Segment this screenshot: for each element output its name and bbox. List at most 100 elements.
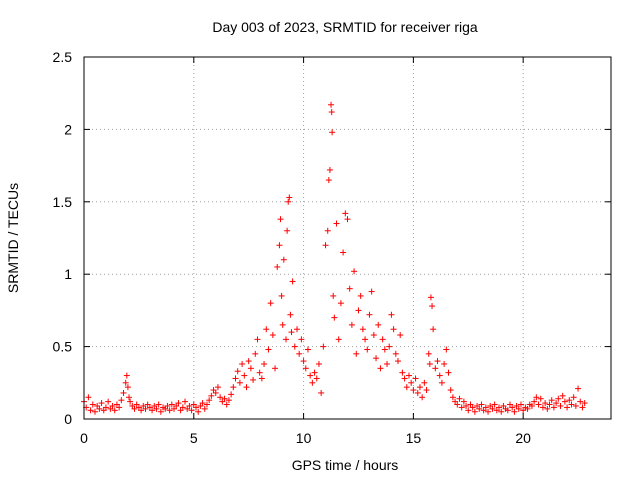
data-point — [188, 407, 195, 414]
data-point — [561, 398, 568, 405]
data-point — [236, 379, 243, 386]
data-point — [291, 343, 298, 350]
data-point — [286, 194, 293, 201]
data-point — [539, 404, 546, 411]
data-point — [476, 405, 483, 412]
data-point — [298, 336, 305, 343]
data-point — [109, 402, 116, 409]
data-point — [307, 372, 314, 379]
data-point — [279, 321, 286, 328]
data-point — [276, 242, 283, 249]
data-point — [386, 343, 393, 350]
data-point — [408, 379, 415, 386]
data-point — [289, 278, 296, 285]
axis-ticks — [83, 56, 611, 420]
data-point — [460, 398, 467, 405]
data-point — [357, 292, 364, 299]
data-point — [335, 336, 342, 343]
data-point — [557, 402, 564, 409]
data-point — [392, 350, 399, 357]
data-point — [274, 263, 281, 270]
data-point — [412, 375, 419, 382]
data-point — [179, 404, 186, 411]
data-point — [124, 384, 131, 391]
data-point — [280, 256, 287, 263]
data-point — [111, 407, 118, 414]
data-point — [296, 350, 303, 357]
data-point — [256, 369, 263, 376]
data-point — [517, 401, 524, 408]
data-point — [419, 394, 426, 401]
data-point — [570, 394, 577, 401]
chart-title: Day 003 of 2023, SRMTID for receiver rig… — [212, 19, 478, 35]
data-point — [546, 401, 553, 408]
data-point — [441, 360, 448, 367]
data-point — [288, 329, 295, 336]
data-point — [544, 405, 551, 412]
data-point — [344, 216, 351, 223]
data-point — [267, 300, 274, 307]
data-point — [438, 379, 445, 386]
data-point — [122, 379, 129, 386]
data-point — [261, 360, 268, 367]
data-point — [126, 394, 133, 401]
data-point — [548, 397, 555, 404]
data-point — [214, 384, 221, 391]
data-point — [550, 404, 557, 411]
data-point — [577, 398, 584, 405]
data-point — [225, 397, 232, 404]
data-point — [333, 220, 340, 227]
data-point — [149, 407, 156, 414]
data-point — [445, 369, 452, 376]
data-point — [199, 400, 206, 407]
data-point — [138, 407, 145, 414]
data-point — [87, 407, 94, 414]
data-point — [318, 389, 325, 396]
data-point — [239, 360, 246, 367]
data-point — [293, 326, 300, 333]
data-point — [123, 372, 130, 379]
data-point — [265, 346, 272, 353]
data-point — [326, 166, 333, 173]
data-point — [175, 400, 182, 407]
data-point — [96, 405, 103, 412]
data-point — [272, 365, 279, 372]
data-point — [447, 387, 454, 394]
data-point — [430, 326, 437, 333]
data-point — [364, 346, 371, 353]
data-point — [482, 404, 489, 411]
data-point — [127, 398, 134, 405]
data-point — [232, 375, 239, 382]
data-point — [166, 407, 173, 414]
data-point — [120, 389, 127, 396]
y-tick-label: 1.5 — [53, 194, 73, 210]
data-point — [348, 321, 355, 328]
data-point — [89, 401, 96, 408]
data-point — [375, 321, 382, 328]
data-point — [498, 408, 505, 415]
data-point — [414, 389, 421, 396]
x-tick-label: 0 — [80, 430, 88, 446]
data-point — [324, 227, 331, 234]
data-point — [425, 350, 432, 357]
data-point — [423, 387, 430, 394]
data-point — [85, 394, 92, 401]
data-point — [203, 401, 210, 408]
data-point — [511, 408, 518, 415]
data-point — [245, 358, 252, 365]
data-point — [397, 332, 404, 339]
data-point — [465, 407, 472, 414]
data-point — [432, 365, 439, 372]
data-point — [485, 408, 492, 415]
data-point — [555, 395, 562, 402]
data-point — [311, 369, 318, 376]
data-point — [337, 300, 344, 307]
data-point — [116, 404, 123, 411]
data-point — [91, 408, 98, 415]
data-point — [359, 326, 366, 333]
data-point — [277, 216, 284, 223]
data-point — [322, 242, 329, 249]
data-point — [192, 404, 199, 411]
data-point — [201, 405, 208, 412]
